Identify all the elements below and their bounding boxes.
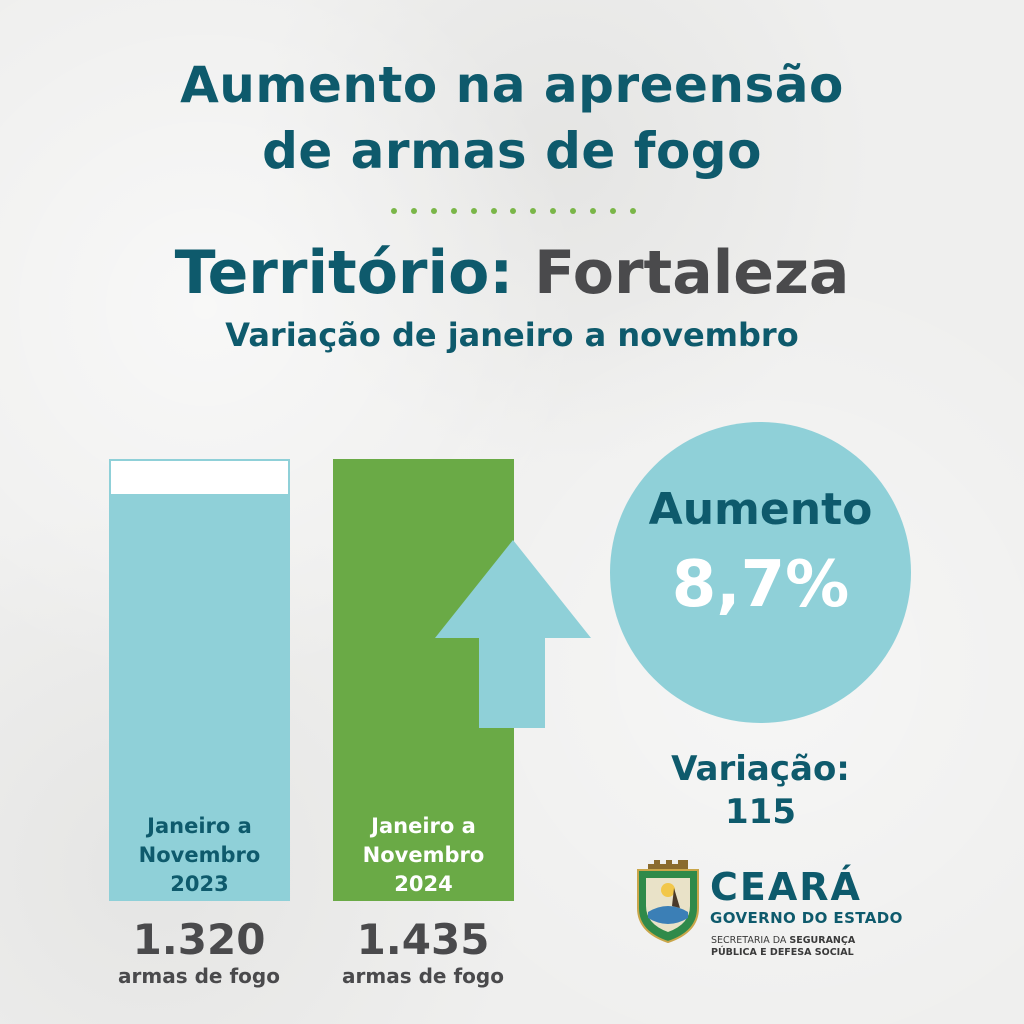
logo-department-line-1: SECRETARIA DA SEGURANÇA [711, 935, 855, 947]
divider-dot [550, 208, 557, 214]
bar-2023-label-line-1: Janeiro a [147, 814, 252, 838]
logo-department-prefix: SECRETARIA DA [711, 935, 790, 946]
title-line-2: de armas de fogo [262, 122, 762, 180]
divider-dot [530, 208, 537, 214]
arrow-up-shape [435, 540, 591, 728]
logo-department-line-2: PÚBLICA E DEFESA SOCIAL [711, 947, 854, 958]
bar-2024-label-line-3: 2024 [394, 872, 453, 896]
territory-label: Território: [174, 238, 514, 308]
bar-2023-label-line-3: 2023 [170, 872, 229, 896]
divider-dot [609, 208, 616, 214]
divider-dot [430, 208, 437, 214]
logo-title: CEARÁ [710, 865, 862, 909]
bar-2023-value: 1.320 [132, 915, 266, 964]
variation-value: 115 [725, 792, 796, 832]
ceara-crest-icon [637, 860, 699, 944]
increase-label: Aumento [648, 484, 873, 535]
divider-dot [590, 208, 597, 214]
bar-2023-label: Janeiro a Novembro 2023 [109, 812, 290, 899]
divider-dot [410, 208, 417, 214]
bar-2024-label: Janeiro a Novembro 2024 [333, 812, 514, 899]
divider-dot [570, 208, 577, 214]
divider-dot [470, 208, 477, 214]
bar-2024-label-line-2: Novembro [362, 843, 485, 867]
bar-2023-unit: armas de fogo [118, 964, 280, 988]
divider-dot [391, 208, 397, 214]
increase-circle [610, 422, 911, 723]
divider-dot [450, 208, 457, 214]
logo-department-bold: SEGURANÇA [789, 935, 856, 946]
page-title: Aumento na apreensão de armas de fogo [0, 52, 1024, 184]
dotted-divider [391, 204, 636, 218]
variation-label: Variação: [671, 749, 850, 789]
territory-name: Fortaleza [534, 238, 850, 308]
divider-dot [629, 208, 636, 214]
bar-2023 [109, 494, 290, 901]
subtitle: Variação de janeiro a novembro [225, 316, 799, 354]
logo-subtitle: GOVERNO DO ESTADO [710, 909, 903, 927]
increase-percentage: 8,7% [671, 548, 850, 622]
bar-2023-label-line-2: Novembro [138, 843, 261, 867]
bar-2024-unit: armas de fogo [342, 964, 504, 988]
bar-2024-value: 1.435 [356, 915, 490, 964]
divider-dot [510, 208, 517, 214]
title-line-1: Aumento na apreensão [180, 56, 844, 114]
bar-2024-label-line-1: Janeiro a [371, 814, 476, 838]
territory-heading: Território: Fortaleza [0, 236, 1024, 310]
divider-dot [490, 208, 497, 214]
arrow-up-icon [435, 540, 591, 728]
